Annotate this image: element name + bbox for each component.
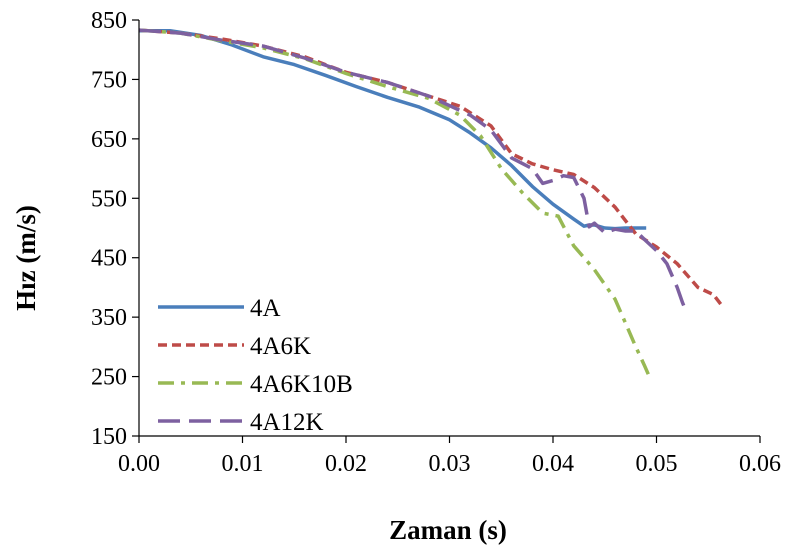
y-tick-label: 750	[91, 67, 127, 93]
x-axis-ticks: 0.00 0.01 0.02 0.03 0.04 0.05 0.06	[118, 436, 781, 477]
y-axis-title: Hız (m/s)	[11, 205, 41, 311]
y-tick-label: 450	[91, 246, 127, 272]
y-tick-label: 250	[91, 365, 127, 391]
x-axis-title: Zaman (s)	[389, 515, 507, 545]
x-tick-label: 0.04	[532, 451, 574, 477]
axes	[138, 20, 760, 437]
y-tick-label: 150	[91, 424, 127, 450]
series-line-4a6k	[138, 28, 723, 306]
legend: 4A 4A6K 4A6K10B 4A12K	[158, 295, 353, 436]
legend-label-4a6k10b: 4A6K10B	[250, 371, 353, 398]
series-line-4a12k	[138, 28, 688, 311]
legend-label-4a12k: 4A12K	[250, 409, 324, 436]
y-axis-ticks: 150 250 350 450 550 650 750 850	[91, 8, 139, 450]
y-tick-label: 550	[91, 186, 127, 212]
series-line-4a6k10b	[138, 28, 651, 378]
x-tick-label: 0.01	[222, 451, 264, 477]
x-tick-label: 0.06	[739, 451, 781, 477]
y-tick-label: 650	[91, 127, 127, 153]
y-tick-label: 850	[91, 8, 127, 34]
series-line-4a	[139, 28, 647, 231]
series-lines	[138, 28, 723, 378]
y-tick-label: 350	[91, 305, 127, 331]
x-tick-label: 0.03	[429, 451, 471, 477]
x-tick-label: 0.05	[636, 451, 678, 477]
x-tick-label: 0.00	[118, 451, 160, 477]
legend-label-4a6k: 4A6K	[250, 333, 311, 360]
x-tick-label: 0.02	[325, 451, 367, 477]
legend-label-4a: 4A	[250, 295, 281, 322]
